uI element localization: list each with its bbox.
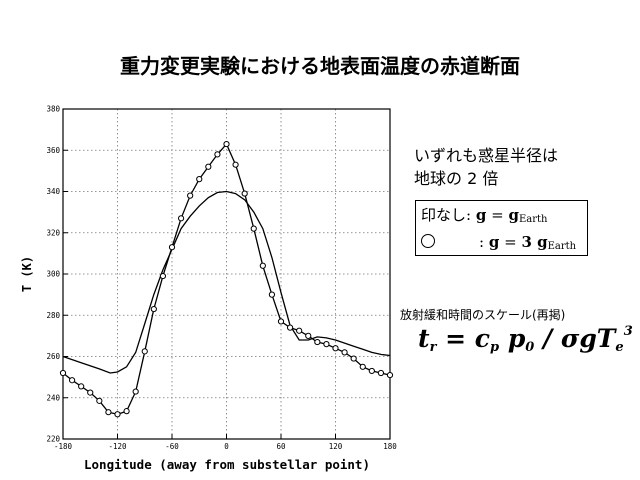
data-point-circle bbox=[59, 369, 67, 377]
x-tick-label: 180 bbox=[383, 442, 397, 451]
x-tick-label: -60 bbox=[165, 442, 179, 451]
legend-row2-prefix: : bbox=[479, 233, 489, 251]
data-point-circle bbox=[259, 262, 266, 269]
legend-box: 印なし: g = gEarth : g = 3 gEarth bbox=[415, 200, 588, 256]
x-axis-label: Longitude (away from substellar point) bbox=[84, 457, 370, 472]
formula-sub-e: e bbox=[615, 340, 624, 355]
chart-grid bbox=[63, 109, 390, 439]
data-point-circle bbox=[68, 377, 76, 384]
x-tick-label: 120 bbox=[329, 442, 343, 451]
y-tick-label: 340 bbox=[46, 187, 60, 196]
y-tick-label: 360 bbox=[46, 146, 60, 155]
data-point-circle bbox=[123, 408, 130, 415]
data-point-circle bbox=[241, 190, 248, 197]
data-point-circle bbox=[177, 215, 185, 222]
data-point-circle bbox=[150, 305, 157, 313]
data-point-circle bbox=[250, 225, 257, 232]
x-tick-label: 0 bbox=[224, 442, 229, 451]
data-point-circle bbox=[205, 163, 212, 170]
legend-g-symbol: g bbox=[537, 233, 548, 251]
data-point-circle bbox=[105, 409, 112, 416]
formula-t: t bbox=[418, 324, 430, 353]
slide-title: 重力変更実験における地表面温度の赤道断面 bbox=[120, 54, 520, 78]
data-point-circle bbox=[314, 338, 321, 346]
circle-marker-icon bbox=[421, 234, 435, 248]
data-point-circle bbox=[268, 291, 276, 298]
data-point-circle bbox=[296, 327, 303, 334]
legend-g-symbol: g bbox=[508, 206, 519, 224]
legend-subscript: Earth bbox=[518, 214, 548, 225]
series-line-no-markers bbox=[62, 190, 391, 374]
data-point-circle bbox=[341, 349, 348, 356]
x-tick-label: -180 bbox=[54, 442, 73, 451]
data-point-circle bbox=[232, 161, 239, 168]
y-axis-label: T (K) bbox=[20, 256, 34, 292]
axis-ticks: -180 -120 -60 0 60 120 180 220 240 260 280 300 320 34… bbox=[46, 105, 397, 452]
formula-sup-3: 3 bbox=[623, 324, 633, 339]
legend-row1-prefix: 印なし: bbox=[421, 206, 476, 224]
y-tick-label: 280 bbox=[46, 311, 60, 320]
data-point-circle bbox=[368, 367, 375, 375]
formula-rest: / σgT bbox=[534, 324, 616, 353]
timescale-caption: 放射緩和時間のスケール(再掲) bbox=[400, 308, 566, 322]
data-point-circle bbox=[386, 371, 394, 379]
data-point-circle bbox=[305, 332, 312, 339]
data-point-circle bbox=[214, 151, 221, 158]
data-point-circle bbox=[96, 397, 103, 404]
x-tick-label: 60 bbox=[276, 442, 286, 451]
y-tick-label: 260 bbox=[46, 352, 60, 361]
legend-equals: = bbox=[486, 206, 509, 224]
legend-row-no-marker: 印なし: g = gEarth bbox=[421, 204, 587, 231]
data-point-circle bbox=[277, 318, 285, 325]
data-point-circle bbox=[196, 176, 203, 183]
data-point-circle bbox=[141, 348, 148, 355]
legend-g-symbol: g bbox=[475, 206, 487, 224]
data-point-circle bbox=[78, 383, 85, 390]
formula-p: p bbox=[507, 324, 526, 353]
formula-sub-r: r bbox=[429, 340, 437, 355]
data-point-circle bbox=[168, 244, 176, 251]
legend-factor: 3 bbox=[521, 233, 538, 251]
formula-sub-0: 0 bbox=[525, 340, 535, 355]
formula-sub-p: p bbox=[490, 340, 500, 355]
legend-equals: = bbox=[499, 233, 522, 251]
note-text: いずれも惑星半径は 地球の 2 倍 bbox=[414, 144, 558, 190]
x-tick-label: -120 bbox=[108, 442, 127, 451]
data-point-circle bbox=[350, 355, 357, 362]
y-tick-label: 300 bbox=[46, 270, 60, 279]
y-tick-label: 380 bbox=[46, 105, 60, 114]
y-tick-label: 240 bbox=[46, 393, 60, 402]
data-point-circle bbox=[187, 192, 194, 199]
data-point-circle bbox=[332, 345, 339, 352]
note-line-2: 地球の 2 倍 bbox=[414, 169, 499, 188]
data-point-circle bbox=[132, 388, 139, 395]
data-point-circle bbox=[114, 411, 121, 418]
note-line-1: いずれも惑星半径は bbox=[414, 146, 559, 165]
legend-g-symbol: g bbox=[488, 233, 500, 251]
y-tick-label: 320 bbox=[46, 228, 60, 237]
data-point-circle bbox=[286, 324, 294, 331]
chart-series bbox=[59, 140, 394, 418]
data-point-circle bbox=[377, 369, 385, 377]
data-point-circle bbox=[223, 140, 230, 148]
relaxation-time-formula: tr = cp p0 / σgTe3 bbox=[418, 324, 633, 355]
y-tick-label: 220 bbox=[46, 435, 60, 444]
data-point-circle bbox=[359, 363, 366, 370]
legend-row-circle: : g = 3 gEarth bbox=[421, 231, 587, 258]
data-point-circle bbox=[159, 272, 167, 280]
data-point-circle bbox=[323, 341, 330, 348]
legend-subscript: Earth bbox=[547, 241, 577, 252]
data-point-circle bbox=[87, 389, 94, 396]
formula-eq: = c bbox=[436, 324, 490, 353]
